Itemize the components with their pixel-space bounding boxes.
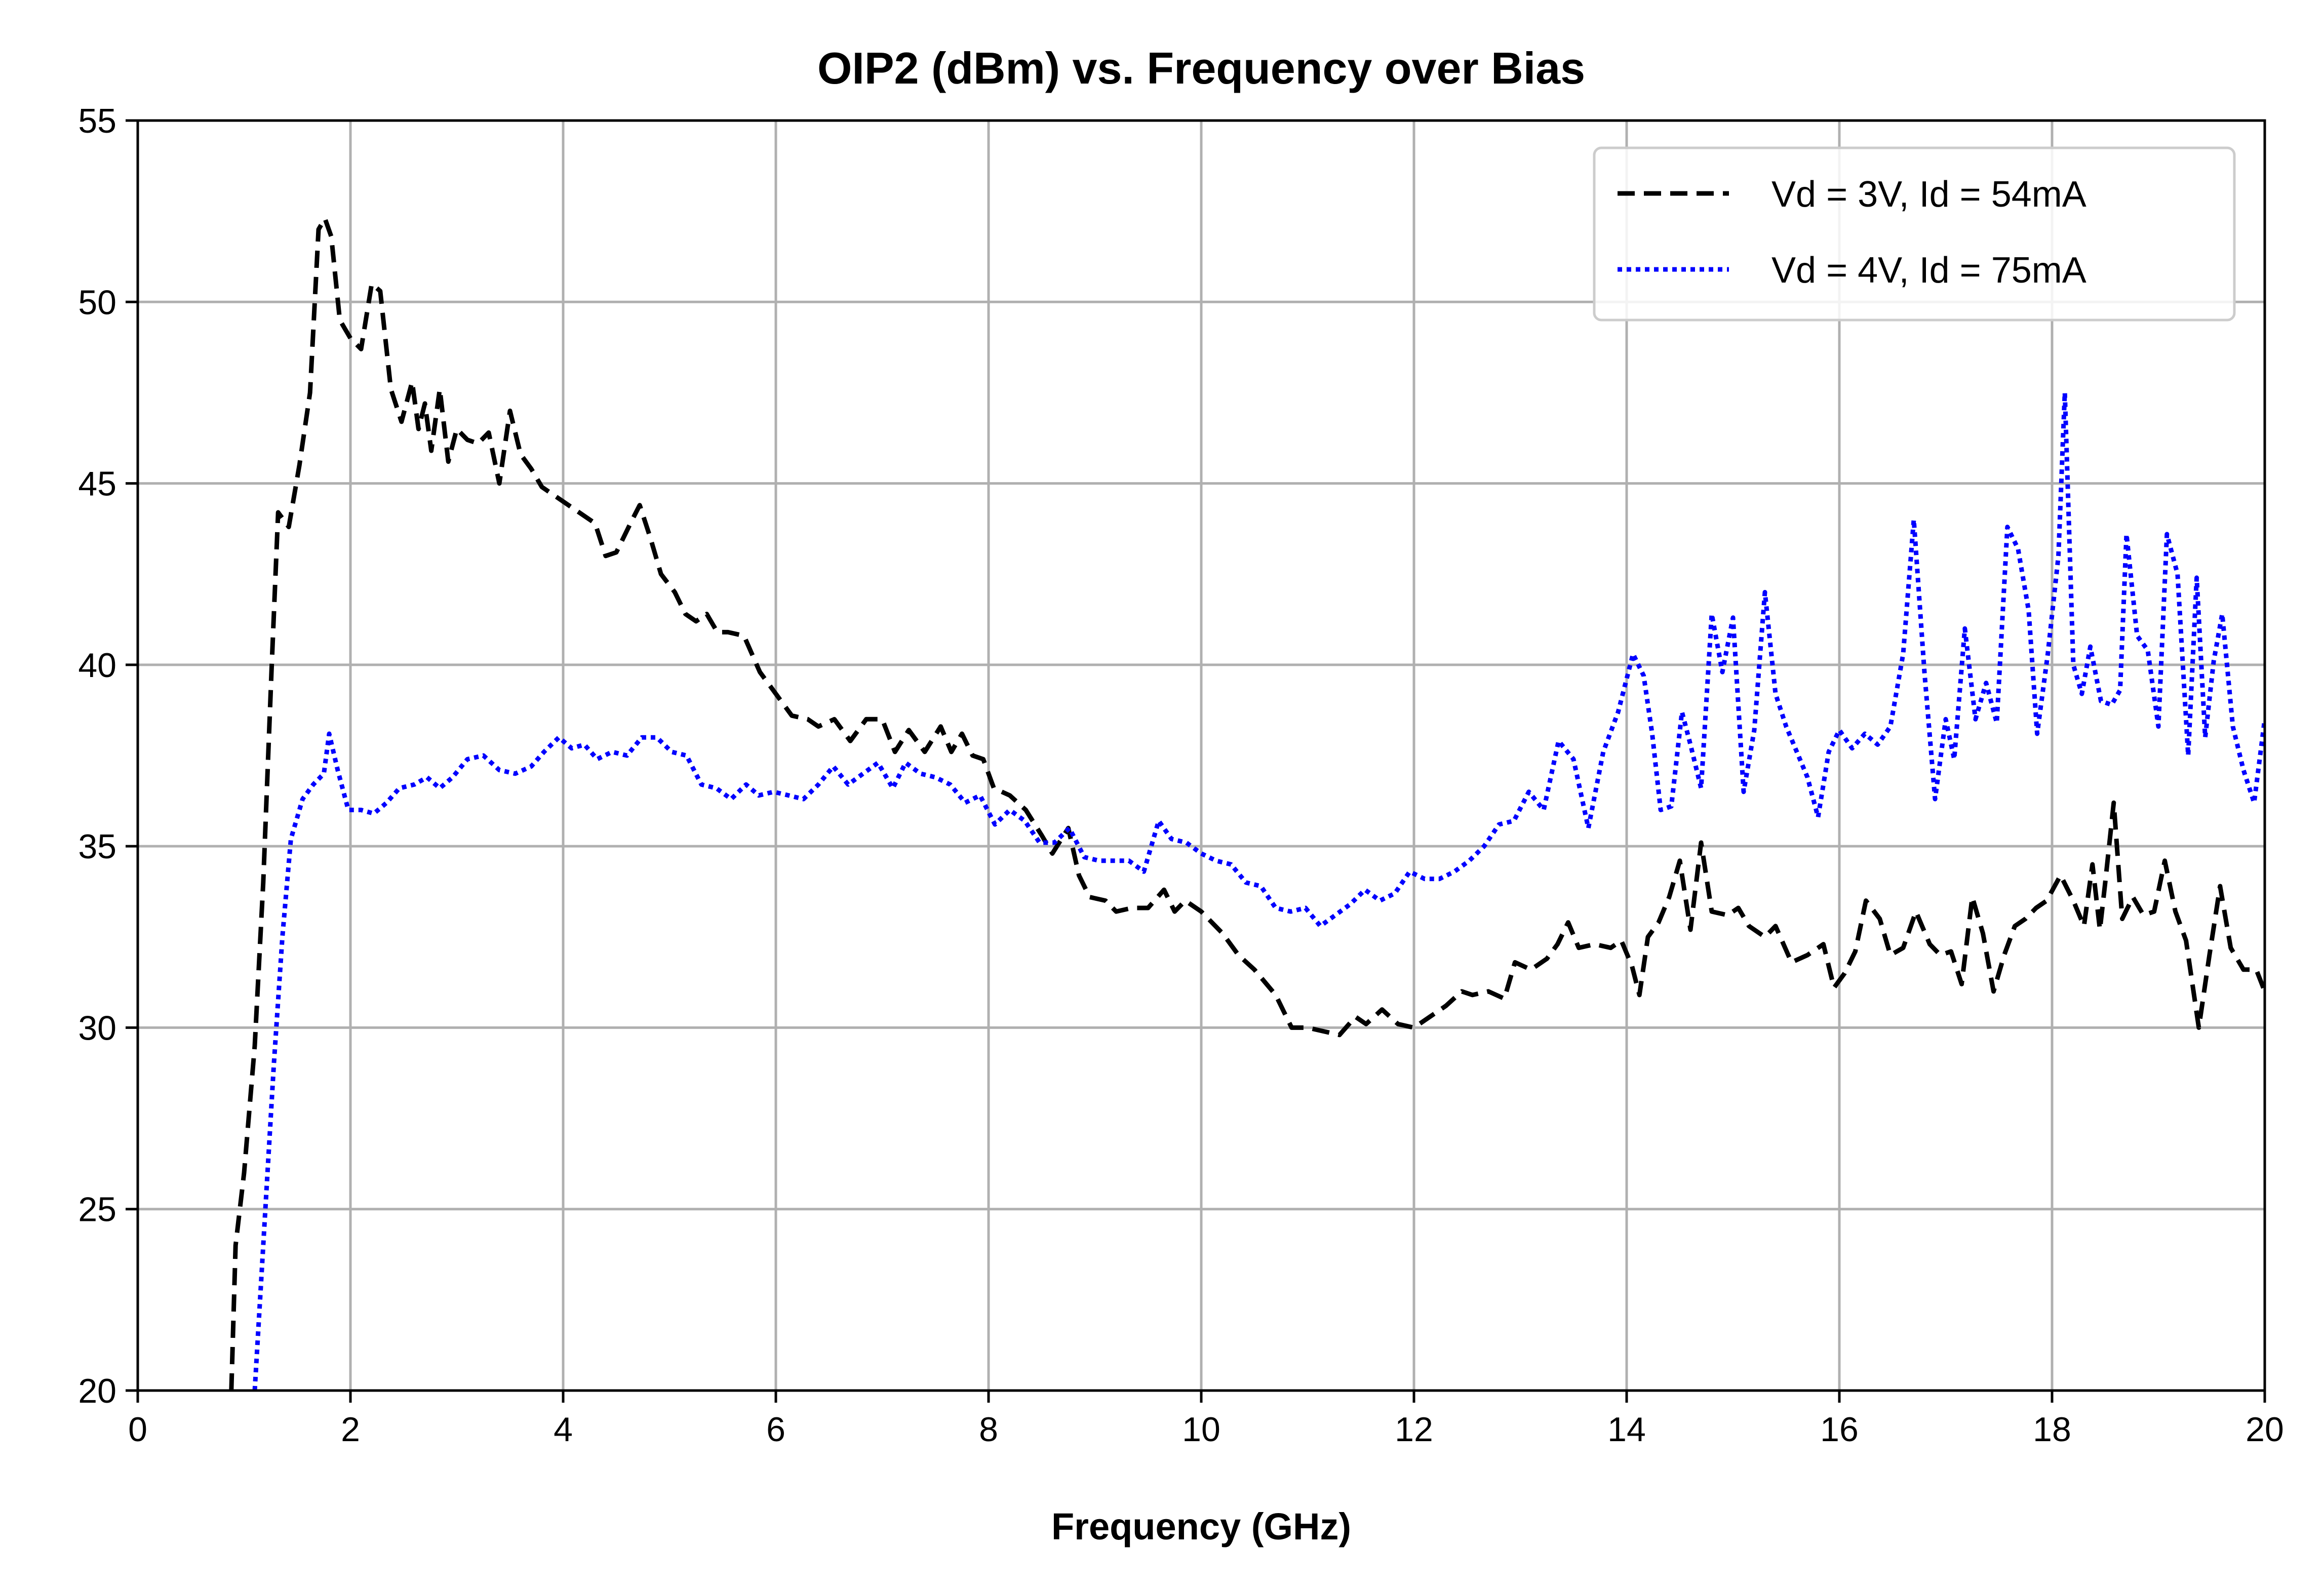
x-tick-label: 2 bbox=[341, 1410, 360, 1449]
x-tick-label: 18 bbox=[2033, 1410, 2071, 1449]
y-tick-label: 25 bbox=[78, 1191, 116, 1229]
x-tick-label: 16 bbox=[1820, 1410, 1859, 1449]
x-tick-label: 4 bbox=[554, 1410, 573, 1449]
y-tick-label: 50 bbox=[78, 283, 116, 322]
x-tick-label: 14 bbox=[1607, 1410, 1646, 1449]
x-tick-label: 8 bbox=[979, 1410, 998, 1449]
series-line-1 bbox=[229, 216, 2265, 1391]
y-tick-label: 55 bbox=[78, 102, 116, 140]
chart-title: OIP2 (dBm) vs. Frequency over Bias bbox=[817, 43, 1585, 93]
x-tick-label: 0 bbox=[128, 1410, 147, 1449]
y-tick-label: 20 bbox=[78, 1372, 116, 1410]
x-tick-label: 10 bbox=[1182, 1410, 1220, 1449]
axis-ticks: 0 2 4 6 8 10 12 14 16 18 20 20 25 30 35 40 45 50 55 bbox=[78, 102, 2283, 1449]
legend-label-1: Vd = 3V, Id = 54mA bbox=[1771, 174, 2086, 215]
x-tick-label: 20 bbox=[2246, 1410, 2284, 1449]
series-layer bbox=[229, 216, 2265, 1391]
y-tick-label: 35 bbox=[78, 827, 116, 866]
legend-box bbox=[1593, 146, 2236, 322]
y-tick-label: 30 bbox=[78, 1009, 116, 1047]
x-axis-label: Frequency (GHz) bbox=[1051, 1505, 1351, 1548]
grid-lines bbox=[138, 121, 2265, 1391]
x-tick-label: 12 bbox=[1395, 1410, 1433, 1449]
y-tick-label: 40 bbox=[78, 646, 116, 685]
series-line-2 bbox=[252, 390, 2265, 1391]
legend: Vd = 3V, Id = 54mA Vd = 4V, Id = 75mA bbox=[1593, 146, 2236, 322]
x-tick-label: 6 bbox=[766, 1410, 785, 1449]
y-tick-label: 45 bbox=[78, 465, 116, 503]
legend-label-2: Vd = 4V, Id = 75mA bbox=[1771, 250, 2086, 291]
